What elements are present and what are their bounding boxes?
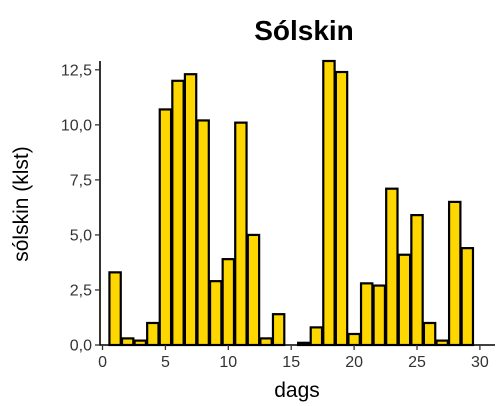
x-tick-label: 20 <box>345 354 363 371</box>
bar-day-6 <box>171 79 185 347</box>
y-tick-label: 5,0 <box>70 227 92 244</box>
bar-day-10 <box>221 258 236 347</box>
x-tick-label: 25 <box>408 354 426 371</box>
bar-day-7 <box>183 73 198 347</box>
chart-title: Sólskin <box>254 15 354 46</box>
bar-day-26 <box>422 321 437 347</box>
bar-day-21 <box>359 282 374 347</box>
bar-day-23 <box>385 187 399 347</box>
y-tick-label: 0,0 <box>70 338 92 355</box>
y-axis-title: sólskin (klst) <box>10 146 33 262</box>
bar-day-1 <box>108 271 122 347</box>
x-ticks-group: 0 5 10 15 20 25 30 <box>98 345 489 371</box>
bar-day-2 <box>120 337 135 347</box>
y-tick-label: 7,5 <box>70 172 92 189</box>
bar-day-28 <box>447 200 462 347</box>
bar-day-25 <box>410 214 424 347</box>
bar-day-14 <box>271 313 286 347</box>
bar-day-22 <box>372 284 387 347</box>
bar-day-5 <box>158 108 173 347</box>
x-axis-title: dags <box>274 379 320 402</box>
bar-day-29 <box>460 247 475 347</box>
y-ticks-group: 0,0 2,5 5,0 7,5 10,0 12,5 <box>61 62 100 355</box>
bars-group <box>108 59 475 347</box>
bar-day-18 <box>322 59 336 347</box>
bar-day-19 <box>334 70 349 347</box>
bar-day-20 <box>347 332 361 347</box>
bar-day-12 <box>246 233 261 347</box>
bar-day-11 <box>234 121 248 347</box>
x-tick-label: 0 <box>98 354 107 371</box>
y-tick-label: 2,5 <box>70 282 92 299</box>
y-tick-label: 10,0 <box>61 117 92 134</box>
x-tick-label: 15 <box>282 354 300 371</box>
bar-day-8 <box>196 119 210 347</box>
bar-day-24 <box>397 253 412 347</box>
x-tick-label: 5 <box>161 354 170 371</box>
y-tick-label: 12,5 <box>61 62 92 79</box>
x-tick-label: 10 <box>219 354 237 371</box>
bar-day-4 <box>146 321 160 347</box>
bar-day-13 <box>259 337 273 347</box>
x-tick-label: 30 <box>471 354 489 371</box>
bar-day-17 <box>309 326 324 347</box>
bar-day-9 <box>208 280 223 347</box>
